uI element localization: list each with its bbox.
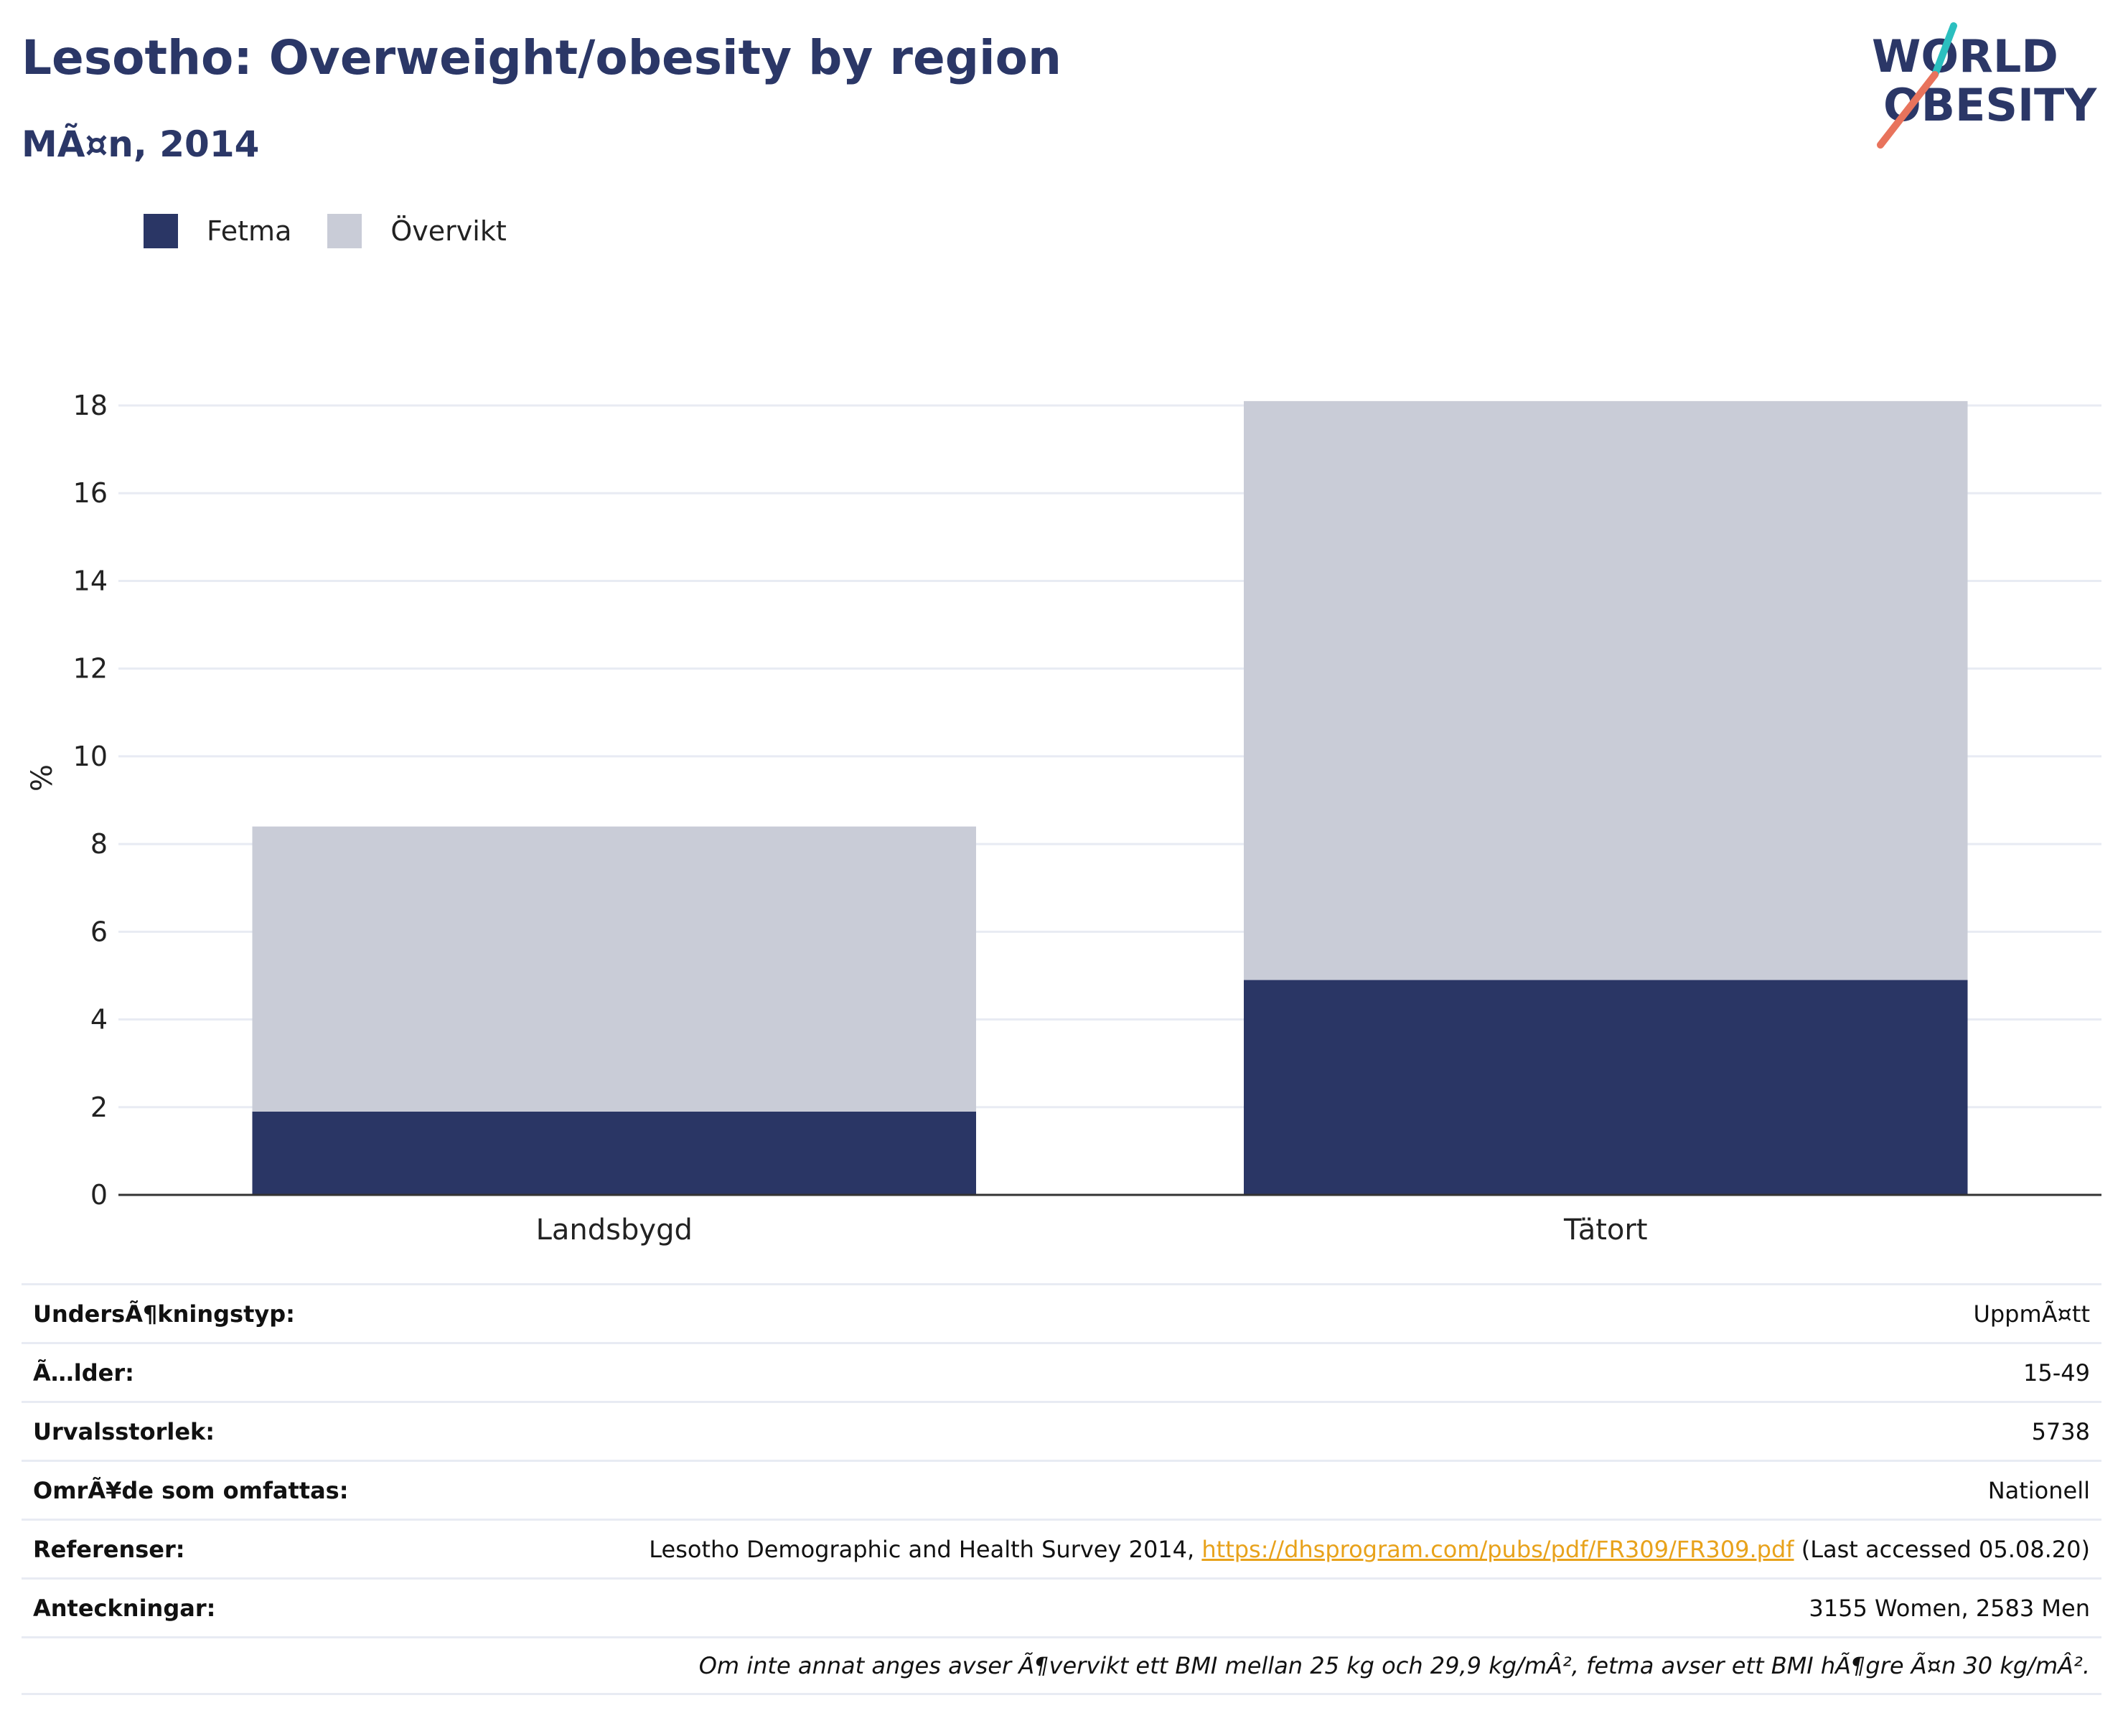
logo-slash-teal <box>1931 22 1957 78</box>
y-tick-label: 12 <box>73 653 108 685</box>
y-tick-label: 8 <box>90 828 108 860</box>
y-tick-label: 18 <box>73 390 108 421</box>
info-label: Ã…lder: <box>33 1359 134 1387</box>
info-label: Referenser: <box>33 1535 185 1563</box>
x-axis-ticks: Landsbygd Tätort <box>536 1214 1648 1247</box>
y-tick-label: 4 <box>90 1004 108 1036</box>
reference-text: Lesotho Demographic and Health Survey 20… <box>649 1535 1202 1563</box>
y-tick-label: 16 <box>73 477 108 509</box>
info-label: UndersÃ¶kningstyp: <box>33 1300 295 1328</box>
info-value: Nationell <box>1987 1476 2090 1504</box>
info-value: 5738 <box>2031 1417 2090 1445</box>
info-row-survey-type: UndersÃ¶kningstyp: UppmÃ¤tt <box>22 1283 2101 1342</box>
legend-label-overweight: Övervikt <box>390 215 507 247</box>
world-obesity-logo: WORLD OBESITY <box>1872 22 2097 149</box>
logo-slash-coral <box>1877 71 1939 149</box>
chart-subtitle: MÃ¤n, 2014 <box>22 123 260 165</box>
info-label: Anteckningar: <box>33 1594 216 1622</box>
legend: Fetma Övervikt <box>144 214 543 248</box>
bar-overweight-1[interactable] <box>1244 400 1968 980</box>
logo-text-world: WORLD <box>1872 30 2058 83</box>
references-value: Lesotho Demographic and Health Survey 20… <box>649 1536 2090 1563</box>
y-tick-label: 10 <box>73 741 108 772</box>
info-row-references: Referenser: Lesotho Demographic and Heal… <box>22 1519 2101 1577</box>
info-value: 3155 Women, 2583 Men <box>1809 1594 2090 1622</box>
bar-obesity-1[interactable] <box>1244 980 1968 1195</box>
y-tick-label: 14 <box>73 565 108 596</box>
info-row-age: Ã…lder: 15-49 <box>22 1342 2101 1401</box>
chart-title: Lesotho: Overweight/obesity by region <box>22 30 1062 85</box>
bars <box>252 400 1968 1195</box>
y-axis-ticks: 0 2 4 6 8 10 12 14 16 18 <box>73 390 108 1211</box>
info-value: 15-49 <box>2023 1359 2090 1387</box>
footnote-text: Om inte annat anges avser Ã¶vervikt ett … <box>698 1652 2090 1679</box>
y-tick-label: 0 <box>90 1179 108 1211</box>
info-table: UndersÃ¶kningstyp: UppmÃ¤tt Ã…lder: 15-4… <box>22 1283 2101 1695</box>
info-label: OmrÃ¥de som omfattas: <box>33 1476 349 1504</box>
x-tick-label: Landsbygd <box>536 1214 693 1247</box>
info-row-area: OmrÃ¥de som omfattas: Nationell <box>22 1460 2101 1519</box>
y-tick-label: 2 <box>90 1092 108 1123</box>
legend-label-obesity: Fetma <box>207 215 292 247</box>
bar-overweight-0[interactable] <box>252 826 976 1112</box>
legend-item-overweight[interactable]: Övervikt <box>327 214 507 248</box>
y-axis-label: % <box>26 764 59 792</box>
info-label: Urvalsstorlek: <box>33 1417 215 1445</box>
x-tick-label: Tätort <box>1563 1214 1648 1247</box>
info-row-sample-size: Urvalsstorlek: 5738 <box>22 1401 2101 1460</box>
info-row-notes: Anteckningar: 3155 Women, 2583 Men <box>22 1577 2101 1636</box>
logo-text-obesity: OBESITY <box>1883 79 2097 131</box>
bar-chart: 0 2 4 6 8 10 12 14 16 18 Landsbygd Tätort % <box>26 390 2101 1247</box>
info-value: UppmÃ¤tt <box>1973 1300 2090 1328</box>
bar-obesity-0[interactable] <box>252 1111 976 1195</box>
info-row-footnote: Om inte annat anges avser Ã¶vervikt ett … <box>22 1636 2101 1695</box>
legend-swatch-obesity <box>144 214 178 248</box>
legend-item-obesity[interactable]: Fetma <box>144 214 291 248</box>
y-tick-label: 6 <box>90 916 108 947</box>
legend-swatch-overweight <box>327 214 362 248</box>
reference-accessed: (Last accessed 05.08.20) <box>1794 1535 2090 1563</box>
reference-link[interactable]: https://dhsprogram.com/pubs/pdf/FR309/FR… <box>1201 1535 1794 1563</box>
